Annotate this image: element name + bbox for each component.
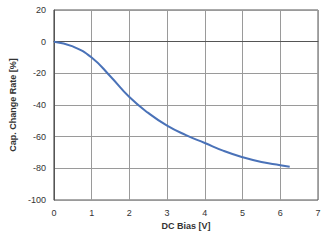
svg-text:7: 7	[315, 208, 320, 218]
svg-text:DC Bias [V]: DC Bias [V]	[161, 221, 210, 231]
svg-text:-100: -100	[28, 195, 46, 205]
svg-text:5: 5	[240, 208, 245, 218]
svg-text:4: 4	[202, 208, 207, 218]
svg-text:20: 20	[36, 5, 46, 15]
svg-text:6: 6	[278, 208, 283, 218]
svg-text:1: 1	[89, 208, 94, 218]
svg-text:-40: -40	[33, 100, 46, 110]
svg-text:3: 3	[165, 208, 170, 218]
svg-text:-80: -80	[33, 163, 46, 173]
svg-text:Cap. Change Rate [%]: Cap. Change Rate [%]	[8, 58, 18, 152]
svg-text:0: 0	[41, 37, 46, 47]
svg-text:-20: -20	[33, 68, 46, 78]
svg-text:2: 2	[127, 208, 132, 218]
svg-text:-60: -60	[33, 132, 46, 142]
svg-text:0: 0	[51, 208, 56, 218]
